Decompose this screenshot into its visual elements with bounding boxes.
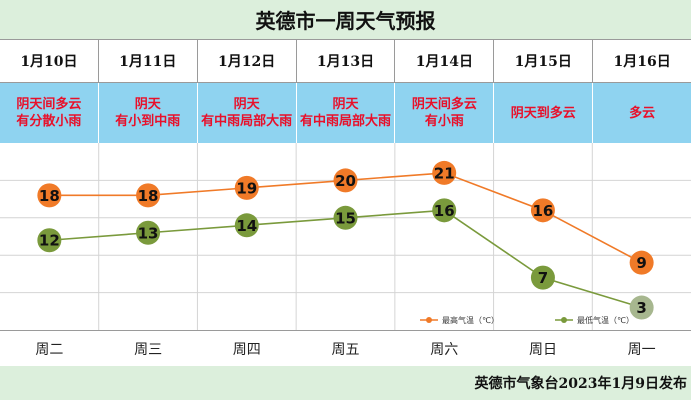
weekday-cell: 周二 <box>0 330 99 366</box>
condition-row: 阴天间多云 有分散小雨 阴天 有小到中雨 阴天 有中雨局部大雨 阴天 有中雨局部… <box>0 83 691 143</box>
low-temp-point <box>530 265 555 290</box>
high-temp-point <box>37 183 62 208</box>
condition-cell: 多云 <box>629 105 656 121</box>
condition-cell: 阴天到多云 <box>494 83 594 143</box>
date-cell: 1月14日 <box>395 40 495 83</box>
temperature-chart-svg: 18 18 19 20 21 16 9 12 13 14 15 16 7 3 最高气温（℃） 最低气温（℃） <box>0 143 691 330</box>
high-temp-label: 18 <box>39 187 60 205</box>
temperature-chart: 18 18 19 20 21 16 9 12 13 14 15 16 7 3 最高气温（℃） 最低气温（℃） <box>0 143 691 330</box>
low-temp-label: 7 <box>538 269 548 287</box>
high-temp-point <box>530 198 555 223</box>
low-temp-point <box>136 220 161 245</box>
weekday-cell: 周日 <box>493 330 593 366</box>
high-temp-label: 19 <box>236 179 257 197</box>
high-temp-label: 21 <box>434 164 455 182</box>
weekday-cell: 周三 <box>98 330 198 366</box>
high-temp-point <box>629 250 654 275</box>
date-cell: 1月11日 <box>98 40 198 83</box>
low-temp-label: 15 <box>335 209 356 227</box>
date-cell: 1月16日 <box>593 40 691 83</box>
weekday-cell: 周四 <box>197 330 297 366</box>
high-temp-point <box>234 175 259 200</box>
low-temp-point <box>629 295 654 320</box>
publish-note: 英德市气象台2023年1月9日发布 <box>0 366 691 400</box>
date-cell: 1月10日 <box>0 40 99 83</box>
condition-cell: 阴天 有中雨局部大雨 <box>198 83 297 143</box>
date-row: 1月10日 1月11日 1月12日 1月13日 1月14日 1月15日 1月16… <box>0 40 691 83</box>
low-temp-label: 3 <box>636 299 646 317</box>
weekday-cell: 周五 <box>296 330 395 366</box>
high-temp-point <box>432 160 457 185</box>
low-temp-point <box>37 228 62 253</box>
legend-label: 最低气温（℃） <box>577 315 634 325</box>
condition-cell: 阴天 有小到中雨 <box>99 83 198 143</box>
low-temp-label: 16 <box>434 202 455 220</box>
low-temp-point <box>432 198 457 223</box>
high-temp-point <box>136 183 161 208</box>
high-temp-label: 9 <box>636 254 646 272</box>
low-temp-label: 13 <box>138 224 159 242</box>
date-cell: 1月12日 <box>197 40 297 83</box>
condition-cell: 阴天间多云 有分散小雨 <box>0 83 99 143</box>
weekday-row: 周二 周三 周四 周五 周六 周日 周一 <box>0 330 691 366</box>
low-temp-point <box>333 205 358 230</box>
low-temp-point <box>234 213 259 238</box>
legend-marker <box>426 317 432 323</box>
high-temp-label: 16 <box>532 202 553 220</box>
legend-marker <box>561 317 567 323</box>
date-cell: 1月13日 <box>296 40 396 83</box>
low-temp-label: 12 <box>39 232 60 250</box>
condition-cell: 阴天 有中雨局部大雨 <box>297 83 396 143</box>
date-cell: 1月15日 <box>494 40 594 83</box>
high-temp-point <box>333 168 358 193</box>
weekday-cell: 周六 <box>394 330 494 366</box>
high-temp-label: 18 <box>138 187 159 205</box>
high-temp-label: 20 <box>335 172 356 190</box>
page-title: 英德市一周天气预报 <box>0 0 691 40</box>
low-temp-label: 14 <box>236 217 257 235</box>
condition-cell: 阴天间多云 有小雨 <box>395 83 495 143</box>
legend-label: 最高气温（℃） <box>442 315 499 325</box>
weekday-cell: 周一 <box>592 330 691 366</box>
